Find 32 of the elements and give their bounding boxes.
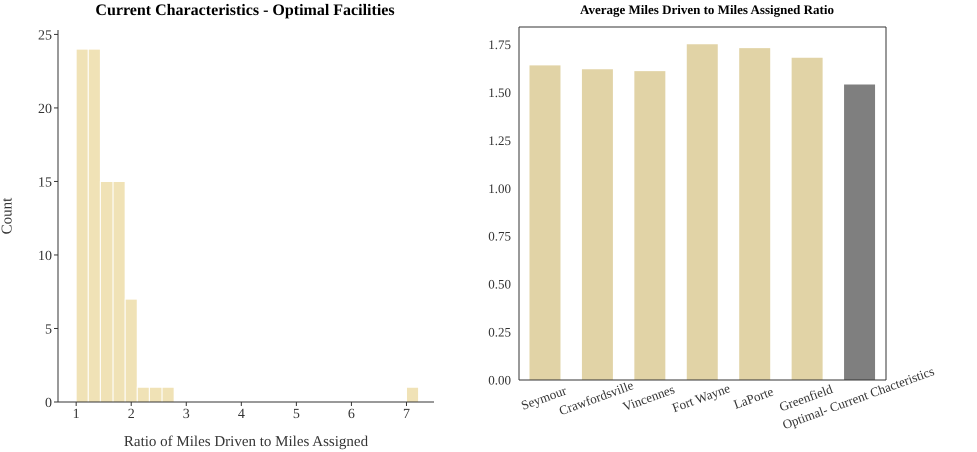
chart-title: Average Miles Driven to Miles Assigned Ratio — [579, 1, 835, 19]
y-axis-title: Count — [0, 196, 16, 234]
x-tick-label: 6 — [348, 406, 355, 422]
y-tick-label: 1.75 — [488, 36, 511, 52]
y-tick-label: 0 — [45, 396, 52, 411]
bar — [529, 65, 560, 380]
x-tick-label: 1 — [72, 406, 80, 422]
chart-title: Current Characteristics - Optimal Facilities — [94, 1, 396, 21]
x-tick-label: 2 — [128, 406, 135, 422]
y-tick-label: 0.50 — [488, 276, 511, 292]
y-tick-label: 20 — [38, 102, 52, 117]
bar — [582, 69, 613, 380]
y-tick-label: 10 — [38, 248, 52, 264]
y-tick-label: 15 — [38, 175, 52, 190]
x-tick-label: 3 — [182, 406, 190, 422]
x-tick-label: LaPorte — [731, 384, 776, 412]
bar — [686, 44, 718, 380]
y-tick-label: 1.25 — [488, 132, 511, 148]
x-axis-title: Ratio of Miles Driven to Miles Assigned — [124, 434, 369, 450]
bar — [739, 48, 770, 380]
y-tick-label: 0.75 — [488, 228, 511, 244]
y-tick-label: 25 — [38, 28, 52, 44]
y-tick-label: 1.50 — [488, 84, 511, 100]
y-tick-label: 0.25 — [488, 324, 511, 340]
x-tick-label: 5 — [292, 406, 300, 422]
x-tick-label: 4 — [238, 406, 245, 422]
bar — [792, 58, 823, 380]
y-tick-label: 1.00 — [488, 180, 511, 196]
x-tick-label: 7 — [402, 406, 410, 422]
y-tick-label: 0.00 — [488, 372, 511, 388]
bar — [634, 71, 666, 380]
y-tick-label: 5 — [45, 322, 52, 338]
